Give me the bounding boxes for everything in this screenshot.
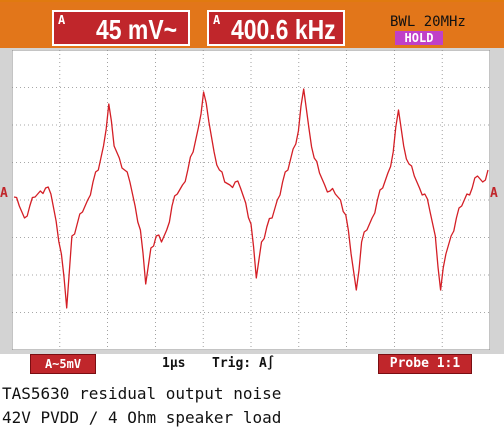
readout-channel-label: A <box>58 13 66 27</box>
readout-bar: A 45 mV~ A 400.6 kHz BWL 20MHz HOLD <box>0 2 504 48</box>
timebase-label: 1µs <box>162 356 186 371</box>
signal-trace <box>13 88 489 309</box>
caption-line-1: TAS5630 residual output noise <box>2 384 282 403</box>
frequency-readout: A 400.6 kHz <box>207 10 345 46</box>
waveform-plot <box>11 49 491 351</box>
trigger-label: Trig: A∫ <box>212 356 275 371</box>
status-bar: A~5mV 1µs Trig: A∫ Probe 1:1 <box>0 354 504 376</box>
amplitude-readout: A 45 mV~ <box>52 10 190 46</box>
readout-channel-label: A <box>213 13 221 27</box>
caption-line-2: 42V PVDD / 4 Ohm speaker load <box>2 408 282 427</box>
oscilloscope-display: A 45 mV~ A 400.6 kHz BWL 20MHz HOLD A A … <box>0 0 504 376</box>
channel-marker-right: A <box>490 186 498 201</box>
channel-marker-left: A <box>0 186 8 201</box>
graticule <box>11 49 491 351</box>
waveform-grid <box>11 49 491 351</box>
hold-badge[interactable]: HOLD <box>395 31 443 45</box>
bandwidth-limit-label: BWL 20MHz <box>390 14 466 30</box>
probe-badge[interactable]: Probe 1:1 <box>378 354 472 374</box>
frequency-value: 400.6 kHz <box>231 14 336 45</box>
channel-scale-badge[interactable]: A~5mV <box>30 354 96 374</box>
caption: TAS5630 residual output noise 42V PVDD /… <box>2 382 281 430</box>
amplitude-value: 45 mV~ <box>96 14 178 45</box>
